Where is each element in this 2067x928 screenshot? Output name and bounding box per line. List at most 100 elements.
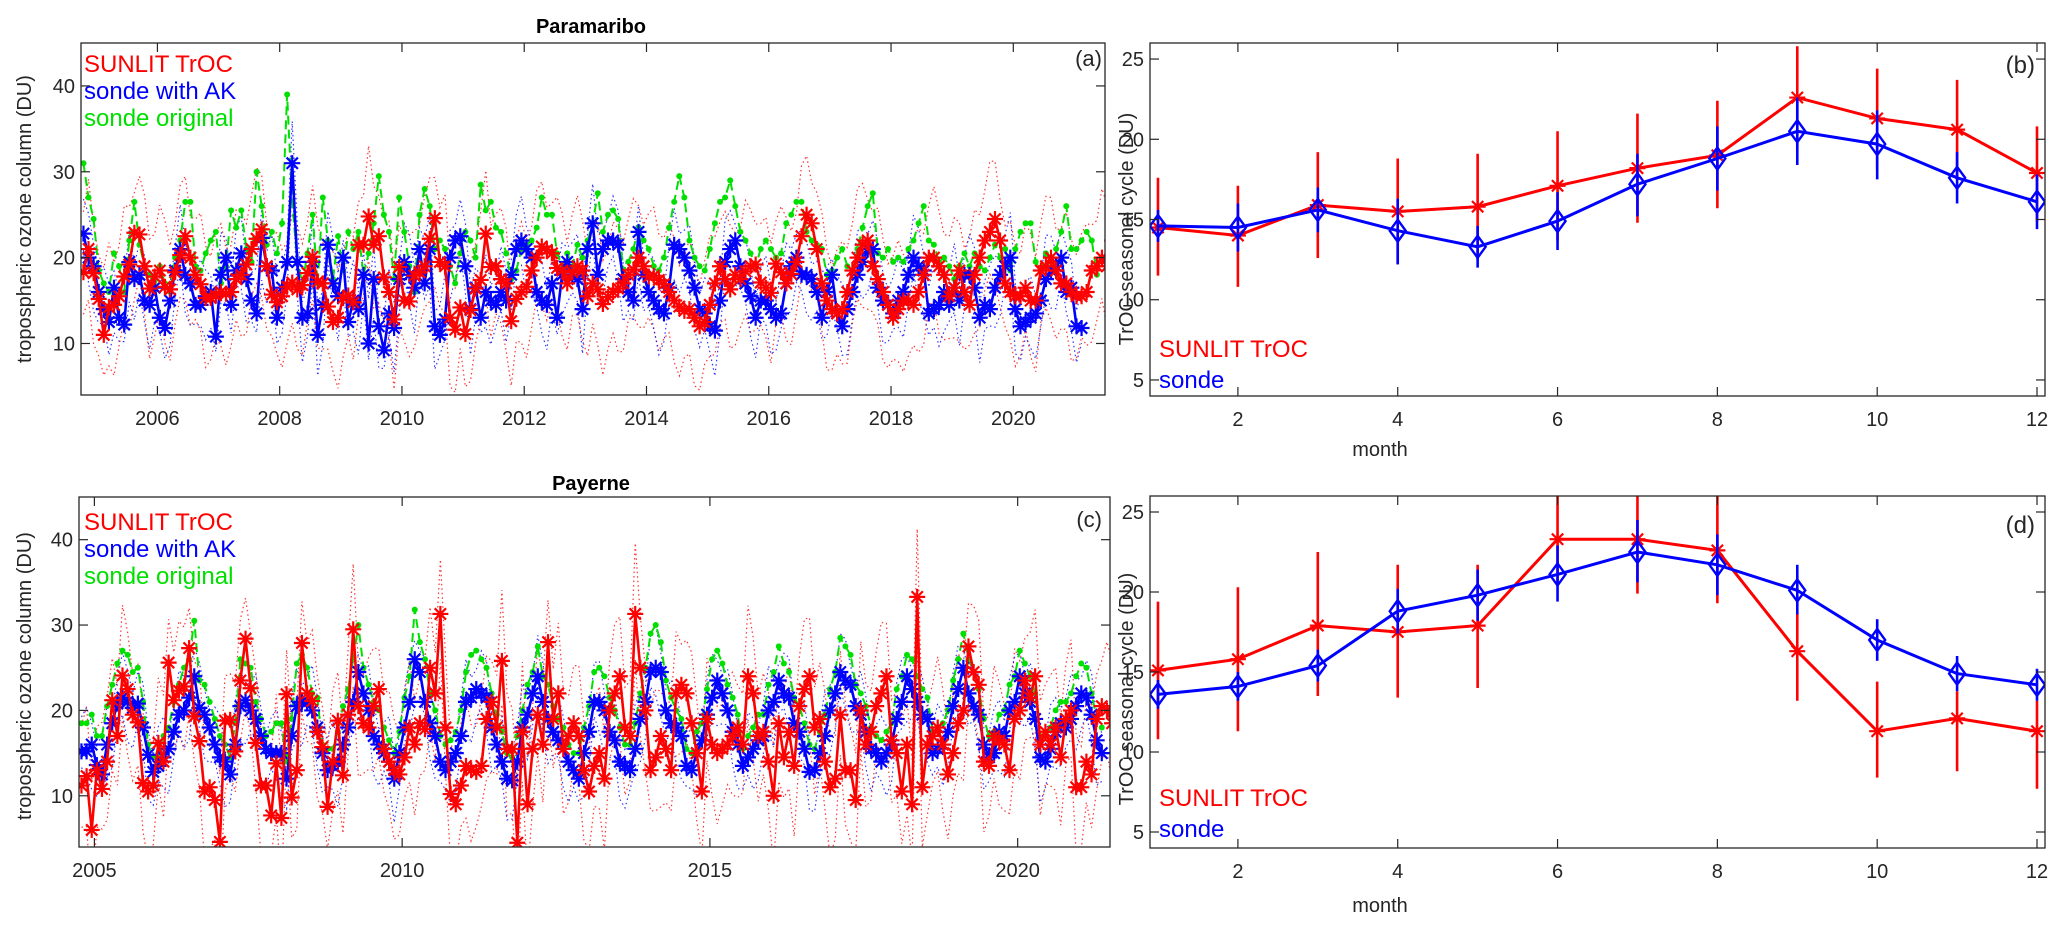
data-point (93, 733, 100, 740)
data-point (1150, 662, 1166, 679)
legend-sunlit-troc: SUNLIT TrOC (84, 51, 233, 78)
data-point (987, 211, 1004, 227)
data-point (177, 228, 194, 245)
data-point (345, 621, 362, 638)
data-point (426, 203, 433, 210)
data-point (452, 280, 459, 287)
data-point (85, 265, 102, 282)
data-point (365, 698, 382, 715)
data-point (893, 693, 910, 710)
panel-d-plot-area (1150, 496, 2045, 789)
data-point (508, 241, 525, 258)
data-point (1228, 673, 1248, 700)
data-point (1145, 741, 1161, 757)
data-point (477, 181, 484, 188)
data-point (616, 719, 633, 736)
data-point (965, 664, 982, 680)
data-point (385, 228, 392, 235)
y-tick-label: 20 (1122, 129, 1144, 151)
panel-d-xlabel: month (1352, 895, 1408, 917)
data-point (847, 792, 864, 809)
data-point (380, 283, 397, 300)
data-point (90, 216, 97, 222)
data-point (966, 266, 983, 283)
data-point (560, 753, 577, 770)
data-point (966, 263, 973, 270)
panel-c-plot-area (79, 528, 1161, 847)
data-point (778, 250, 785, 257)
data-point (548, 211, 555, 218)
data-point (2029, 723, 2045, 740)
data-point (155, 753, 172, 770)
data-point (837, 634, 844, 641)
data-point (162, 281, 179, 298)
data-point (473, 647, 480, 654)
data-point (925, 249, 942, 266)
data-point (930, 241, 937, 248)
data-point (416, 639, 423, 646)
uncertainty-envelope-lower (82, 258, 1105, 394)
y-tick-label: 10 (1122, 290, 1144, 312)
data-point (1083, 766, 1100, 783)
data-point (996, 736, 1013, 753)
data-point (406, 673, 413, 680)
data-point (442, 309, 459, 326)
data-point (693, 783, 710, 800)
data-point (116, 316, 133, 333)
data-point (222, 766, 239, 783)
data-point (237, 630, 254, 647)
data-point (201, 681, 208, 688)
data-point (1052, 749, 1069, 766)
series-sunlit-troc (1150, 496, 2045, 789)
data-point (574, 241, 581, 248)
data-point (775, 643, 782, 650)
data-point (555, 740, 572, 757)
data-point (868, 698, 885, 715)
x-tick-label: 8 (1712, 409, 1723, 431)
data-point (119, 681, 136, 698)
data-point (427, 685, 444, 702)
data-point (238, 256, 255, 273)
data-point (156, 320, 173, 337)
data-point (905, 249, 922, 266)
data-point (796, 740, 813, 757)
data-point (258, 777, 275, 794)
data-point (426, 210, 443, 227)
data-point (217, 753, 234, 770)
data-point (416, 211, 423, 218)
data-point (437, 719, 454, 736)
data-point (786, 757, 803, 774)
data-point (81, 225, 92, 242)
data-point (93, 780, 110, 797)
data-point (365, 728, 382, 745)
data-point (719, 736, 736, 753)
data-point (625, 292, 642, 309)
x-tick-label: 12 (2026, 861, 2048, 883)
data-point (905, 296, 922, 313)
data-point (683, 715, 700, 732)
y-tick-label: 10 (1122, 742, 1144, 764)
x-tick-label: 2020 (995, 860, 1040, 882)
data-point (847, 651, 854, 658)
data-point (228, 207, 235, 214)
data-point (981, 301, 998, 318)
data-point (762, 237, 769, 244)
data-point (615, 275, 632, 292)
data-point (827, 770, 844, 787)
data-point (1022, 689, 1039, 706)
data-point (898, 736, 915, 753)
data-point (1468, 233, 1488, 260)
data-point (914, 779, 931, 796)
data-point (1140, 694, 1156, 710)
data-point (498, 275, 515, 292)
data-point (832, 706, 849, 723)
data-point (1787, 118, 1807, 145)
data-point (518, 278, 535, 295)
data-point (909, 588, 926, 605)
data-point (981, 267, 988, 274)
data-point (1789, 643, 1806, 660)
data-point (534, 736, 551, 753)
data-point (939, 766, 956, 783)
panel-c-ylabel: tropospheric ozone column (DU) (14, 532, 36, 820)
data-point (1627, 538, 1647, 566)
